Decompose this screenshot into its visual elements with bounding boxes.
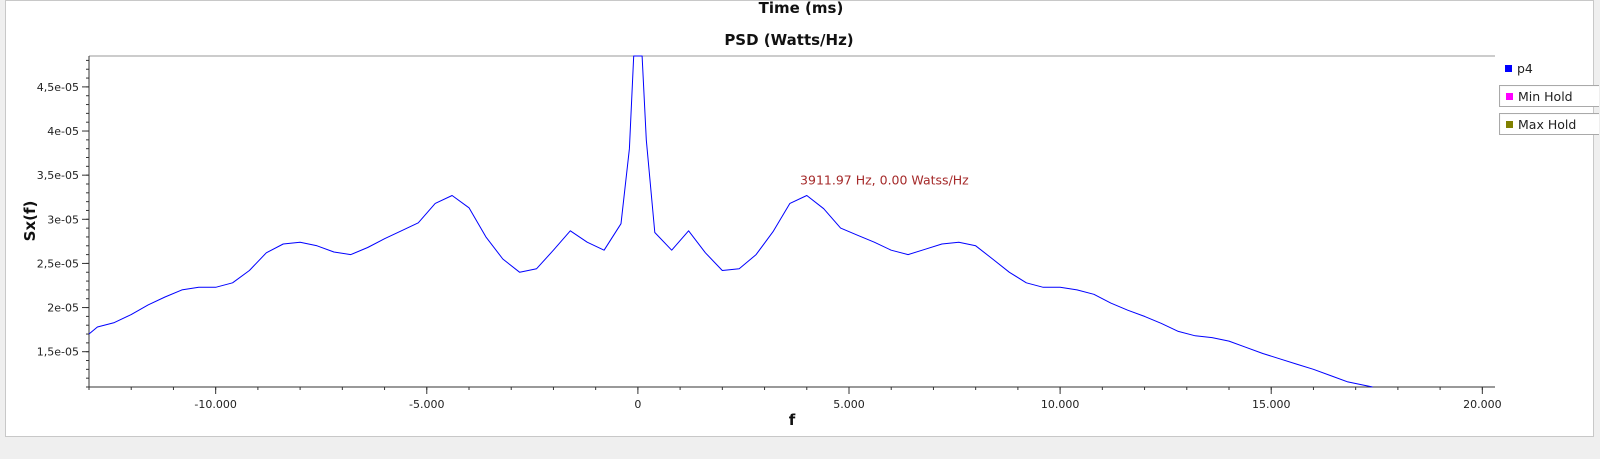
psd-chart[interactable]: Time (ms) PSD (Watts/Hz) 1,5e-05 2e-05 2,5… [6, 1, 1595, 438]
x-tick-label: 20.000 [1463, 398, 1502, 411]
legend-label: p4 [1517, 61, 1533, 76]
y-axis: 1,5e-05 2e-05 2,5e-05 3e-05 3,5e-05 4e-05 4,5e… [37, 56, 89, 387]
x-tick-label: 0 [634, 398, 641, 411]
x-tick-label: 5.000 [833, 398, 865, 411]
legend-swatch [1505, 65, 1512, 72]
upper-plot-axis-label: Time (ms) [759, 1, 844, 17]
x-tick-label: -10.000 [194, 398, 236, 411]
legend-label: Min Hold [1518, 89, 1573, 104]
plot-background [89, 56, 1495, 387]
plot-area[interactable] [89, 56, 1495, 387]
legend-item-max-hold[interactable]: Max Hold [1499, 113, 1599, 135]
legend-label: Max Hold [1518, 117, 1576, 132]
x-tick-label: -5.000 [409, 398, 444, 411]
cursor-readout: 3911.97 Hz, 0.00 Watss/Hz [800, 173, 969, 188]
x-tick-label: 15.000 [1252, 398, 1291, 411]
legend: p4 Min Hold Max Hold [1499, 57, 1599, 141]
y-tick-label: 1,5e-05 [37, 346, 79, 359]
y-tick-label: 3,5e-05 [37, 169, 79, 182]
legend-swatch [1506, 93, 1513, 100]
chart-title: PSD (Watts/Hz) [724, 31, 853, 49]
y-tick-label: 2e-05 [47, 302, 79, 315]
y-tick-label: 3e-05 [47, 213, 79, 226]
x-tick-label: 10.000 [1041, 398, 1080, 411]
y-tick-label: 4,5e-05 [37, 81, 79, 94]
legend-item-min-hold[interactable]: Min Hold [1499, 85, 1599, 107]
plot-panel: Time (ms) PSD (Watts/Hz) 1,5e-05 2e-05 2,5… [5, 0, 1594, 437]
x-axis-label: f [789, 411, 796, 429]
y-axis-label: Sx(f) [21, 201, 39, 242]
x-axis: -10.000 -5.000 0 5.000 10.000 15.000 20.000 [89, 387, 1502, 411]
legend-swatch [1506, 121, 1513, 128]
legend-item-p4[interactable]: p4 [1499, 57, 1599, 79]
y-tick-label: 2,5e-05 [37, 257, 79, 270]
y-tick-label: 4e-05 [47, 125, 79, 138]
